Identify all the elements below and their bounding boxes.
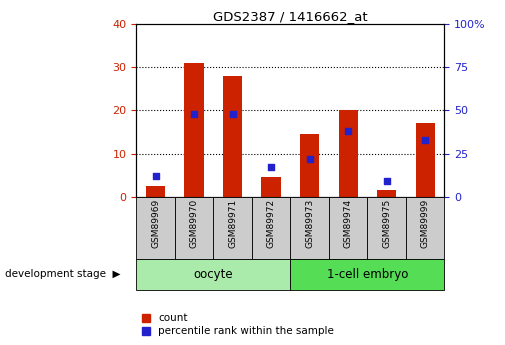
Text: development stage  ▶: development stage ▶ [5, 269, 121, 279]
Point [152, 173, 160, 179]
Point [229, 111, 237, 117]
Bar [329, 197, 368, 259]
Bar [184, 63, 204, 197]
Point [306, 156, 314, 161]
Text: 1-cell embryo: 1-cell embryo [327, 268, 408, 281]
Bar [290, 197, 329, 259]
Point [421, 137, 429, 142]
Bar [214, 197, 252, 259]
Bar [136, 197, 175, 259]
Bar [338, 110, 358, 197]
Text: GSM89970: GSM89970 [189, 198, 198, 248]
Point [344, 128, 352, 134]
Bar [377, 190, 396, 197]
Text: GSM89969: GSM89969 [151, 198, 160, 248]
Text: GSM89975: GSM89975 [382, 198, 391, 248]
Point [267, 165, 275, 170]
Point [383, 178, 391, 184]
Bar [290, 259, 444, 290]
Text: GSM89973: GSM89973 [305, 198, 314, 248]
Bar [252, 197, 290, 259]
Text: GSM89974: GSM89974 [343, 198, 352, 248]
Bar [406, 197, 444, 259]
Bar [223, 76, 242, 197]
Text: oocyte: oocyte [193, 268, 233, 281]
Point [190, 111, 198, 117]
Bar [300, 134, 319, 197]
Bar [262, 177, 281, 197]
Bar [175, 197, 214, 259]
Bar [146, 186, 165, 197]
Text: GSM89972: GSM89972 [267, 198, 276, 248]
Bar [136, 259, 290, 290]
Bar [416, 124, 435, 197]
Legend: count, percentile rank within the sample: count, percentile rank within the sample [141, 313, 334, 336]
Title: GDS2387 / 1416662_at: GDS2387 / 1416662_at [213, 10, 368, 23]
Bar [368, 197, 406, 259]
Text: GSM89999: GSM89999 [421, 198, 430, 248]
Text: GSM89971: GSM89971 [228, 198, 237, 248]
